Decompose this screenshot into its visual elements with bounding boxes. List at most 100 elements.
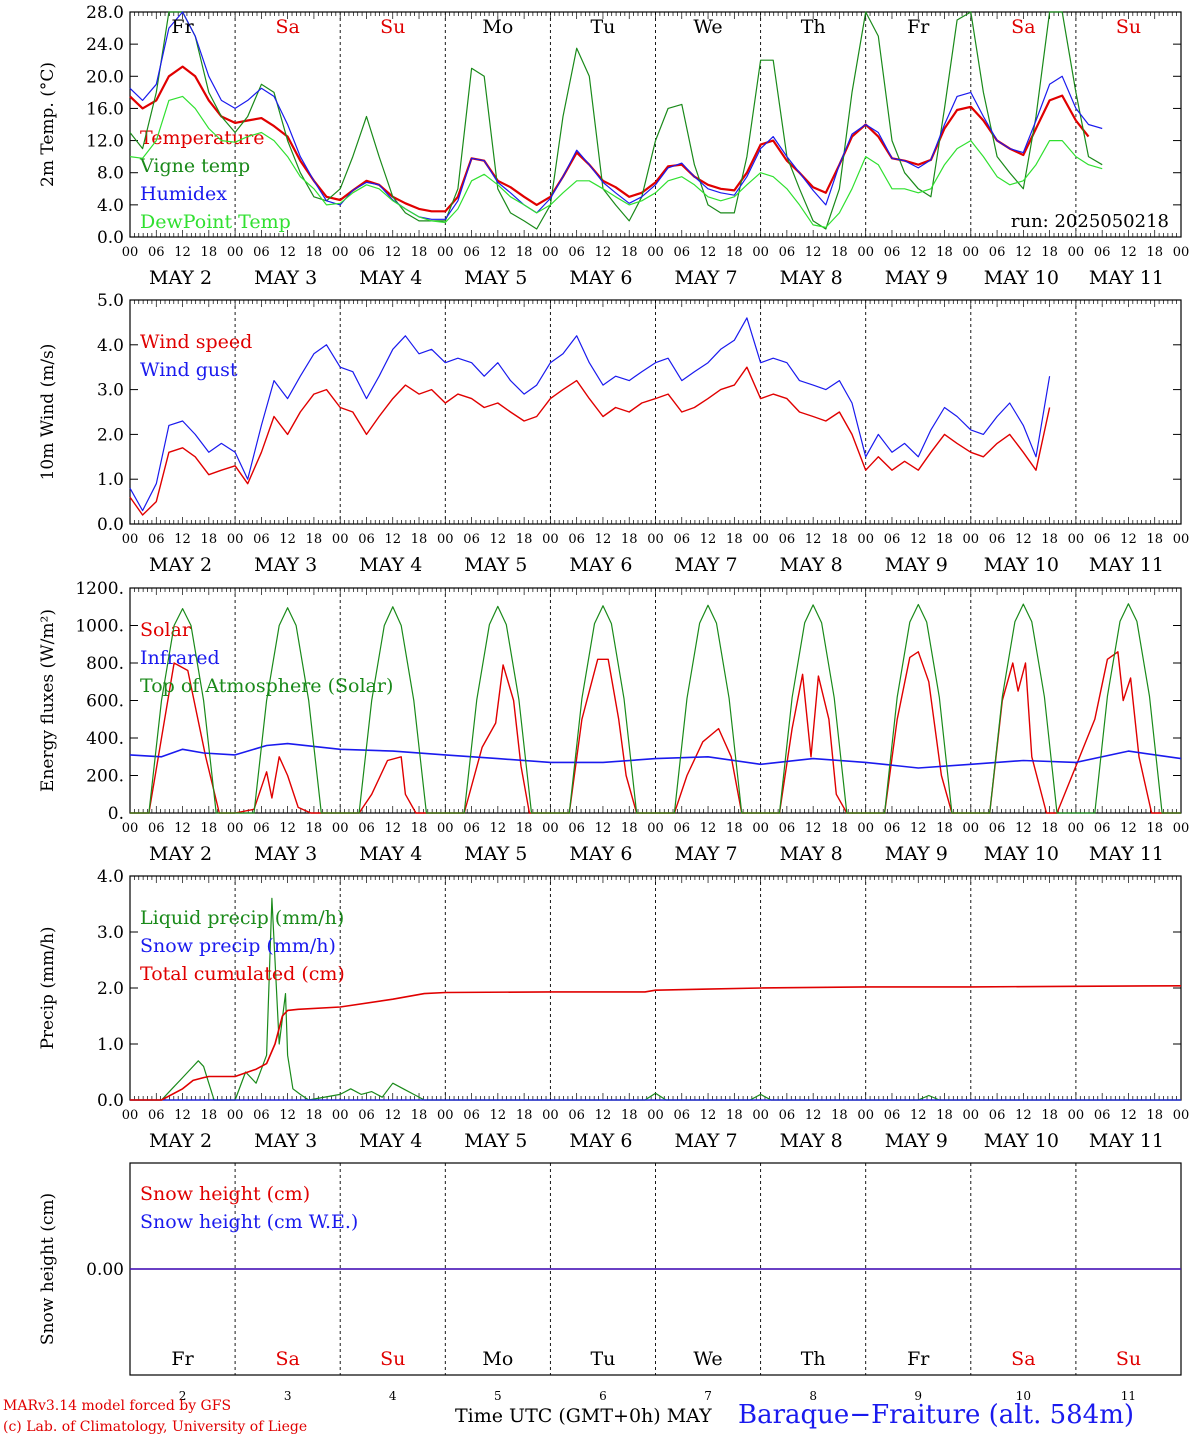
- panel-precip: 0.0 1.0 2.0 3.0 4.0 Precip (mm/h) Liquid preci…: [38, 867, 1189, 1152]
- hour-tick-label: 00: [122, 532, 139, 547]
- hour-tick-label: 12: [910, 821, 927, 836]
- hour-tick-label: 00: [437, 245, 454, 260]
- hour-tick-label: 06: [779, 1108, 796, 1123]
- hour-tick-label: 06: [568, 245, 585, 260]
- hour-tick-label: 12: [174, 1108, 191, 1123]
- hour-tick-label: 00: [542, 532, 559, 547]
- hour-tick-label: 12: [595, 245, 612, 260]
- legend-entry: Top of Atmosphere (Solar): [140, 675, 393, 697]
- y-axis-label: Energy fluxes (W/m²): [38, 609, 58, 792]
- day-number: 11: [1121, 1389, 1136, 1403]
- day-label: MAY 3: [254, 1130, 317, 1152]
- legend-entry: Wind speed: [140, 331, 252, 353]
- legend-entry: Snow height (cm W.E.): [140, 1211, 358, 1233]
- hour-tick-label: 00: [752, 245, 769, 260]
- panel-frame: [129, 299, 1182, 525]
- day-label: MAY 4: [359, 1130, 422, 1152]
- hour-tick-label: 06: [884, 245, 901, 260]
- y-tick-label: 0.: [108, 804, 124, 824]
- series-line-temp-0: [129, 65, 1090, 213]
- hour-tick-label: 12: [384, 821, 401, 836]
- panel-temp: 0.0 4.0 8.0 12.0 16.0 20.0 24.0 28.0 2m Temp. (°…: [38, 3, 1189, 289]
- panel-wind: 0.0 1.0 2.0 3.0 4.0 5.0 10m Wind (m/s) Wind spe…: [38, 291, 1189, 576]
- hour-tick-label: 18: [726, 532, 743, 547]
- hour-tick-label: 06: [1094, 245, 1111, 260]
- hour-tick-label: 06: [358, 1108, 375, 1123]
- hour-tick-label: 00: [647, 532, 664, 547]
- day-number: 4: [389, 1389, 397, 1403]
- hour-tick-label: 06: [358, 532, 375, 547]
- hour-tick-label: 06: [148, 1108, 165, 1123]
- y-axis-label: Precip (mm/h): [38, 926, 58, 1049]
- day-label: MAY 5: [464, 267, 527, 289]
- hour-tick-label: 06: [358, 821, 375, 836]
- day-label: MAY 5: [464, 554, 527, 576]
- hour-tick-label: 06: [148, 532, 165, 547]
- day-label: MAY 11: [1089, 554, 1164, 576]
- legend-entry: Vigne temp: [139, 155, 250, 177]
- hour-tick-label: 00: [1173, 532, 1190, 547]
- hour-tick-label: 00: [437, 1108, 454, 1123]
- hour-tick-label: 12: [279, 245, 296, 260]
- y-tick-label: 1.0: [97, 470, 124, 490]
- day-number: 10: [1016, 1389, 1031, 1403]
- day-label: MAY 2: [149, 1130, 212, 1152]
- y-tick-label: 16.0: [86, 99, 124, 119]
- hour-tick-label: 18: [1041, 1108, 1058, 1123]
- legend-entry: Infrared: [140, 647, 220, 669]
- hour-tick-label: 12: [174, 245, 191, 260]
- hour-tick-label: 00: [857, 821, 874, 836]
- hour-tick-label: 12: [384, 245, 401, 260]
- weekday-label: Mo: [482, 16, 513, 38]
- hour-tick-label: 00: [1173, 821, 1190, 836]
- panel-snow: 0.00 Snow height (cm) Snow height (cm) Snow…: [38, 1162, 1182, 1403]
- series-line-energy-1: [129, 742, 1182, 769]
- hour-tick-label: 12: [700, 532, 717, 547]
- hour-tick-label: 12: [805, 532, 822, 547]
- hour-tick-label: 18: [726, 1108, 743, 1123]
- legend-entry: Total cumulated (cm): [140, 963, 345, 985]
- hour-tick-label: 18: [306, 1108, 323, 1123]
- day-number: 2: [179, 1389, 187, 1403]
- hour-tick-label: 00: [963, 245, 980, 260]
- y-tick-label: 4.0: [97, 867, 124, 887]
- hour-tick-label: 18: [201, 1108, 218, 1123]
- day-label: MAY 10: [984, 267, 1059, 289]
- hour-tick-label: 06: [253, 532, 270, 547]
- series-line-precip-2: [130, 985, 1182, 1101]
- day-label: MAY 6: [569, 843, 632, 865]
- hour-tick-label: 12: [490, 532, 507, 547]
- y-tick-label: 1.0: [97, 1035, 124, 1055]
- series-line-energy-0: [130, 651, 1181, 814]
- hour-tick-label: 12: [1015, 821, 1032, 836]
- hour-tick-label: 18: [411, 1108, 428, 1123]
- y-tick-label: 3.0: [97, 923, 124, 943]
- weekday-label: Tu: [590, 1348, 615, 1370]
- hour-tick-label: 18: [726, 245, 743, 260]
- day-label: MAY 4: [359, 554, 422, 576]
- hour-tick-label: 18: [1146, 245, 1163, 260]
- hour-tick-label: 18: [306, 532, 323, 547]
- day-label: MAY 5: [464, 843, 527, 865]
- y-tick-label: 400.: [86, 729, 124, 749]
- hour-tick-label: 12: [279, 1108, 296, 1123]
- hour-tick-label: 00: [1068, 821, 1085, 836]
- day-number: 5: [494, 1389, 502, 1403]
- hour-tick-label: 00: [857, 1108, 874, 1123]
- day-label: MAY 2: [149, 267, 212, 289]
- hour-tick-label: 06: [1094, 821, 1111, 836]
- day-label: MAY 2: [149, 843, 212, 865]
- hour-tick-label: 06: [463, 532, 480, 547]
- hour-tick-label: 06: [568, 821, 585, 836]
- day-label: MAY 4: [359, 267, 422, 289]
- hour-tick-label: 06: [674, 1108, 691, 1123]
- hour-tick-label: 12: [700, 1108, 717, 1123]
- legend-entry: Wind gust: [140, 359, 238, 381]
- hour-tick-label: 12: [1015, 245, 1032, 260]
- y-tick-label: 0.0: [97, 228, 124, 248]
- y-tick-label: 0.0: [97, 1091, 124, 1111]
- day-label: MAY 4: [359, 843, 422, 865]
- hour-tick-label: 00: [963, 532, 980, 547]
- day-number: 9: [914, 1389, 922, 1403]
- hour-tick-label: 06: [884, 1108, 901, 1123]
